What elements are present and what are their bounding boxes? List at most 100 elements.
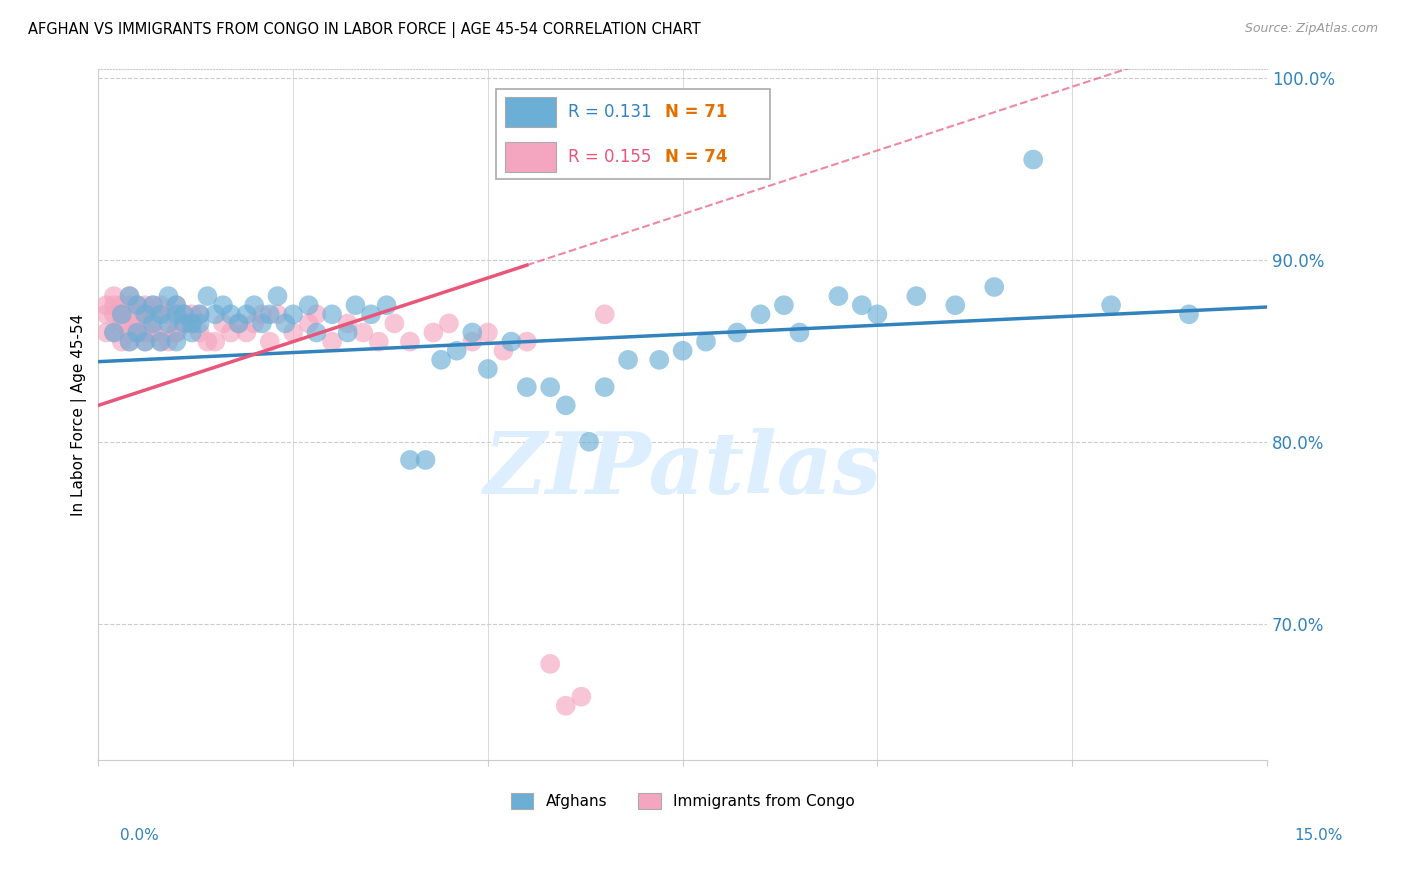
Point: [983, 280, 1005, 294]
Point: [422, 326, 444, 340]
Point: [259, 307, 281, 321]
Point: [578, 434, 600, 449]
Point: [134, 326, 156, 340]
Point: [367, 334, 389, 349]
Point: [235, 326, 257, 340]
Text: 0.0%: 0.0%: [120, 828, 159, 843]
Point: [142, 298, 165, 312]
Point: [477, 326, 499, 340]
Point: [103, 326, 125, 340]
Point: [94, 307, 117, 321]
Point: [593, 307, 616, 321]
Point: [127, 298, 149, 312]
Point: [321, 334, 343, 349]
Point: [538, 657, 561, 671]
Point: [648, 352, 671, 367]
Point: [228, 317, 250, 331]
Y-axis label: In Labor Force | Age 45-54: In Labor Force | Age 45-54: [72, 313, 87, 516]
Point: [212, 317, 235, 331]
Point: [905, 289, 928, 303]
Point: [173, 307, 195, 321]
Point: [103, 307, 125, 321]
Point: [118, 334, 141, 349]
Point: [228, 317, 250, 331]
Point: [127, 326, 149, 340]
Point: [188, 326, 211, 340]
Point: [773, 298, 796, 312]
Point: [749, 307, 772, 321]
Point: [305, 326, 328, 340]
Point: [617, 352, 640, 367]
Point: [118, 334, 141, 349]
Point: [352, 326, 374, 340]
Point: [188, 307, 211, 321]
Point: [266, 307, 288, 321]
Point: [274, 317, 297, 331]
Point: [111, 334, 134, 349]
Point: [789, 326, 811, 340]
Text: N = 74: N = 74: [665, 148, 727, 166]
Point: [281, 307, 304, 321]
Point: [943, 298, 966, 312]
Point: [173, 317, 195, 331]
Point: [554, 398, 576, 412]
Point: [134, 307, 156, 321]
Point: [360, 307, 382, 321]
Point: [149, 298, 172, 312]
Point: [94, 298, 117, 312]
Point: [399, 453, 422, 467]
Point: [243, 317, 266, 331]
Text: R = 0.155: R = 0.155: [568, 148, 651, 166]
Text: R = 0.131: R = 0.131: [568, 103, 652, 120]
Point: [103, 326, 125, 340]
FancyBboxPatch shape: [505, 142, 557, 172]
Point: [219, 307, 242, 321]
Text: 15.0%: 15.0%: [1295, 828, 1343, 843]
Point: [118, 289, 141, 303]
Point: [188, 317, 211, 331]
Point: [118, 298, 141, 312]
Point: [142, 307, 165, 321]
Point: [1099, 298, 1122, 312]
Point: [111, 317, 134, 331]
FancyBboxPatch shape: [505, 96, 557, 127]
Point: [127, 307, 149, 321]
Point: [118, 326, 141, 340]
Point: [149, 307, 172, 321]
Point: [725, 326, 748, 340]
Point: [173, 307, 195, 321]
Point: [305, 307, 328, 321]
Point: [127, 317, 149, 331]
Point: [461, 334, 484, 349]
FancyBboxPatch shape: [496, 89, 770, 179]
Point: [111, 317, 134, 331]
Point: [180, 307, 202, 321]
Text: ZIPatlas: ZIPatlas: [484, 428, 882, 511]
Point: [695, 334, 717, 349]
Point: [157, 307, 180, 321]
Point: [298, 317, 321, 331]
Point: [593, 380, 616, 394]
Point: [103, 298, 125, 312]
Point: [142, 298, 165, 312]
Point: [134, 334, 156, 349]
Point: [111, 307, 134, 321]
Point: [111, 307, 134, 321]
Point: [134, 334, 156, 349]
Point: [204, 307, 226, 321]
Point: [851, 298, 873, 312]
Point: [180, 326, 202, 340]
Point: [142, 317, 165, 331]
Point: [118, 289, 141, 303]
Text: Source: ZipAtlas.com: Source: ZipAtlas.com: [1244, 22, 1378, 36]
Point: [1178, 307, 1201, 321]
Point: [492, 343, 515, 358]
Point: [134, 298, 156, 312]
Point: [250, 317, 273, 331]
Point: [165, 326, 187, 340]
Point: [866, 307, 889, 321]
Point: [501, 334, 523, 349]
Point: [111, 298, 134, 312]
Point: [569, 690, 592, 704]
Legend: Afghans, Immigrants from Congo: Afghans, Immigrants from Congo: [505, 787, 860, 815]
